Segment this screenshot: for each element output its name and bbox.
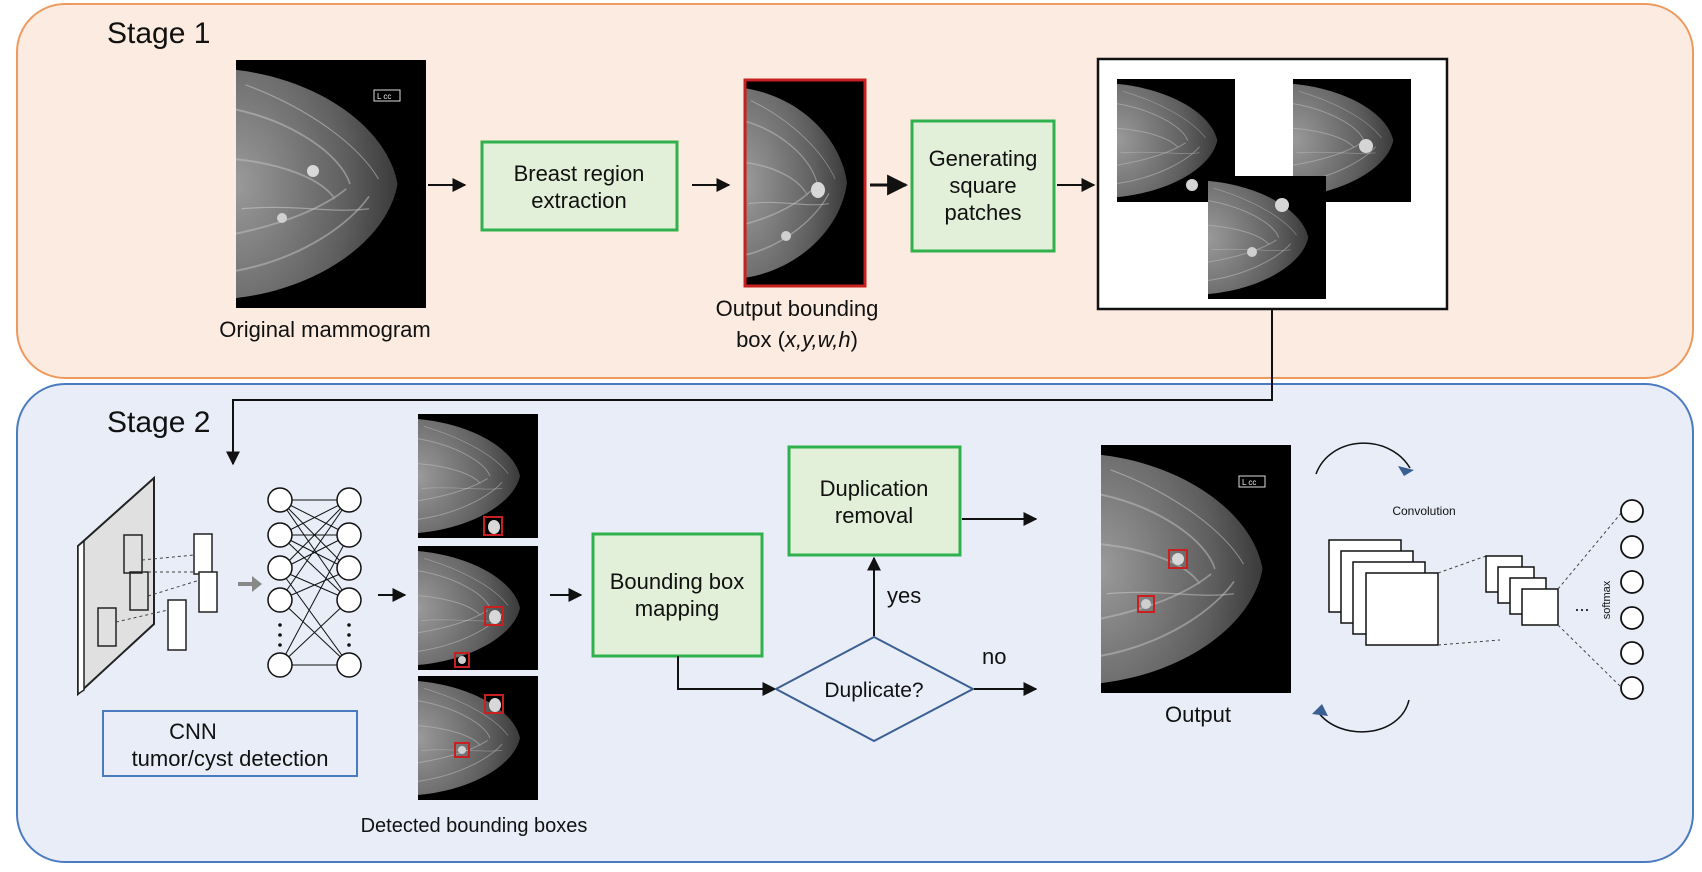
output-mammogram-image: L cc	[1101, 445, 1291, 693]
rotate-arrow-icon	[1312, 704, 1328, 716]
stage-connector-arrow	[226, 310, 1273, 466]
patch-image-1	[1117, 79, 1235, 202]
svg-text:removal: removal	[835, 503, 913, 528]
output-bbox-caption-line2: box (x,y,w,h)	[736, 327, 858, 352]
convnet-illustration: Convolution ... softmax	[1312, 442, 1644, 733]
svg-text:patches: patches	[944, 200, 1021, 225]
cropped-mammogram-image	[743, 78, 867, 288]
detected-patch-2	[418, 546, 538, 670]
original-mammogram-image: L cc	[236, 60, 426, 308]
yes-label: yes	[887, 583, 921, 608]
rotate-arrow-icon	[1398, 466, 1414, 476]
detection-bbox	[484, 694, 504, 714]
output-bounding-box	[743, 78, 867, 288]
svg-text:extraction: extraction	[531, 188, 626, 213]
view-marker-text: L cc	[377, 92, 391, 101]
bbox-mapping-box: Bounding box mapping	[591, 532, 764, 658]
neural-network-icon	[267, 487, 362, 678]
detected-boxes-caption: Detected bounding boxes	[361, 815, 588, 837]
detected-patch-3	[418, 676, 538, 800]
svg-text:mapping: mapping	[635, 596, 719, 621]
detection-bbox	[454, 742, 470, 758]
final-bbox	[1168, 549, 1188, 569]
detection-bbox	[484, 606, 504, 626]
svg-text:CNN: CNN	[169, 719, 217, 744]
final-bbox	[1137, 595, 1155, 613]
square-patches-frame	[1096, 57, 1449, 311]
svg-text:Generating: Generating	[929, 146, 1038, 171]
arrow-to-decision	[677, 656, 777, 696]
output-caption: Output	[1165, 702, 1231, 727]
view-marker	[373, 89, 401, 102]
stage2-title: Stage 2	[107, 406, 210, 439]
svg-text:Duplication: Duplication	[820, 476, 929, 501]
view-marker	[1238, 475, 1266, 488]
view-marker-text: L cc	[1242, 478, 1256, 487]
svg-text:tumor/cyst detection: tumor/cyst detection	[132, 746, 329, 771]
svg-text:Bounding box: Bounding box	[610, 569, 745, 594]
cnn-label-box: CNN tumor/cyst detection	[102, 710, 358, 777]
svg-text:square: square	[949, 173, 1016, 198]
patch-image-2	[1293, 79, 1411, 202]
cnn-illustration	[77, 475, 262, 697]
convolution-label: Convolution	[1392, 504, 1455, 518]
generating-patches-box: Generating square patches	[910, 119, 1056, 253]
svg-text:Breast region: Breast region	[514, 161, 645, 186]
patch-image-3	[1208, 176, 1326, 299]
detected-patch-1	[418, 414, 538, 538]
detection-bbox	[483, 516, 503, 536]
duplicate-decision: Duplicate?	[773, 635, 976, 743]
output-bbox-caption-line1: Output bounding	[716, 296, 879, 321]
breast-region-extraction-box: Breast region extraction	[480, 140, 679, 232]
duplication-removal-box: Duplication removal	[787, 445, 962, 557]
original-mammogram-caption: Original mammogram	[219, 317, 431, 342]
convnet-ellipsis: ...	[1574, 595, 1589, 615]
softmax-label: softmax	[1601, 580, 1613, 619]
stage1-title: Stage 1	[107, 17, 210, 50]
detection-bbox	[454, 652, 470, 668]
svg-text:Duplicate?: Duplicate?	[824, 679, 923, 702]
no-label: no	[982, 644, 1006, 669]
